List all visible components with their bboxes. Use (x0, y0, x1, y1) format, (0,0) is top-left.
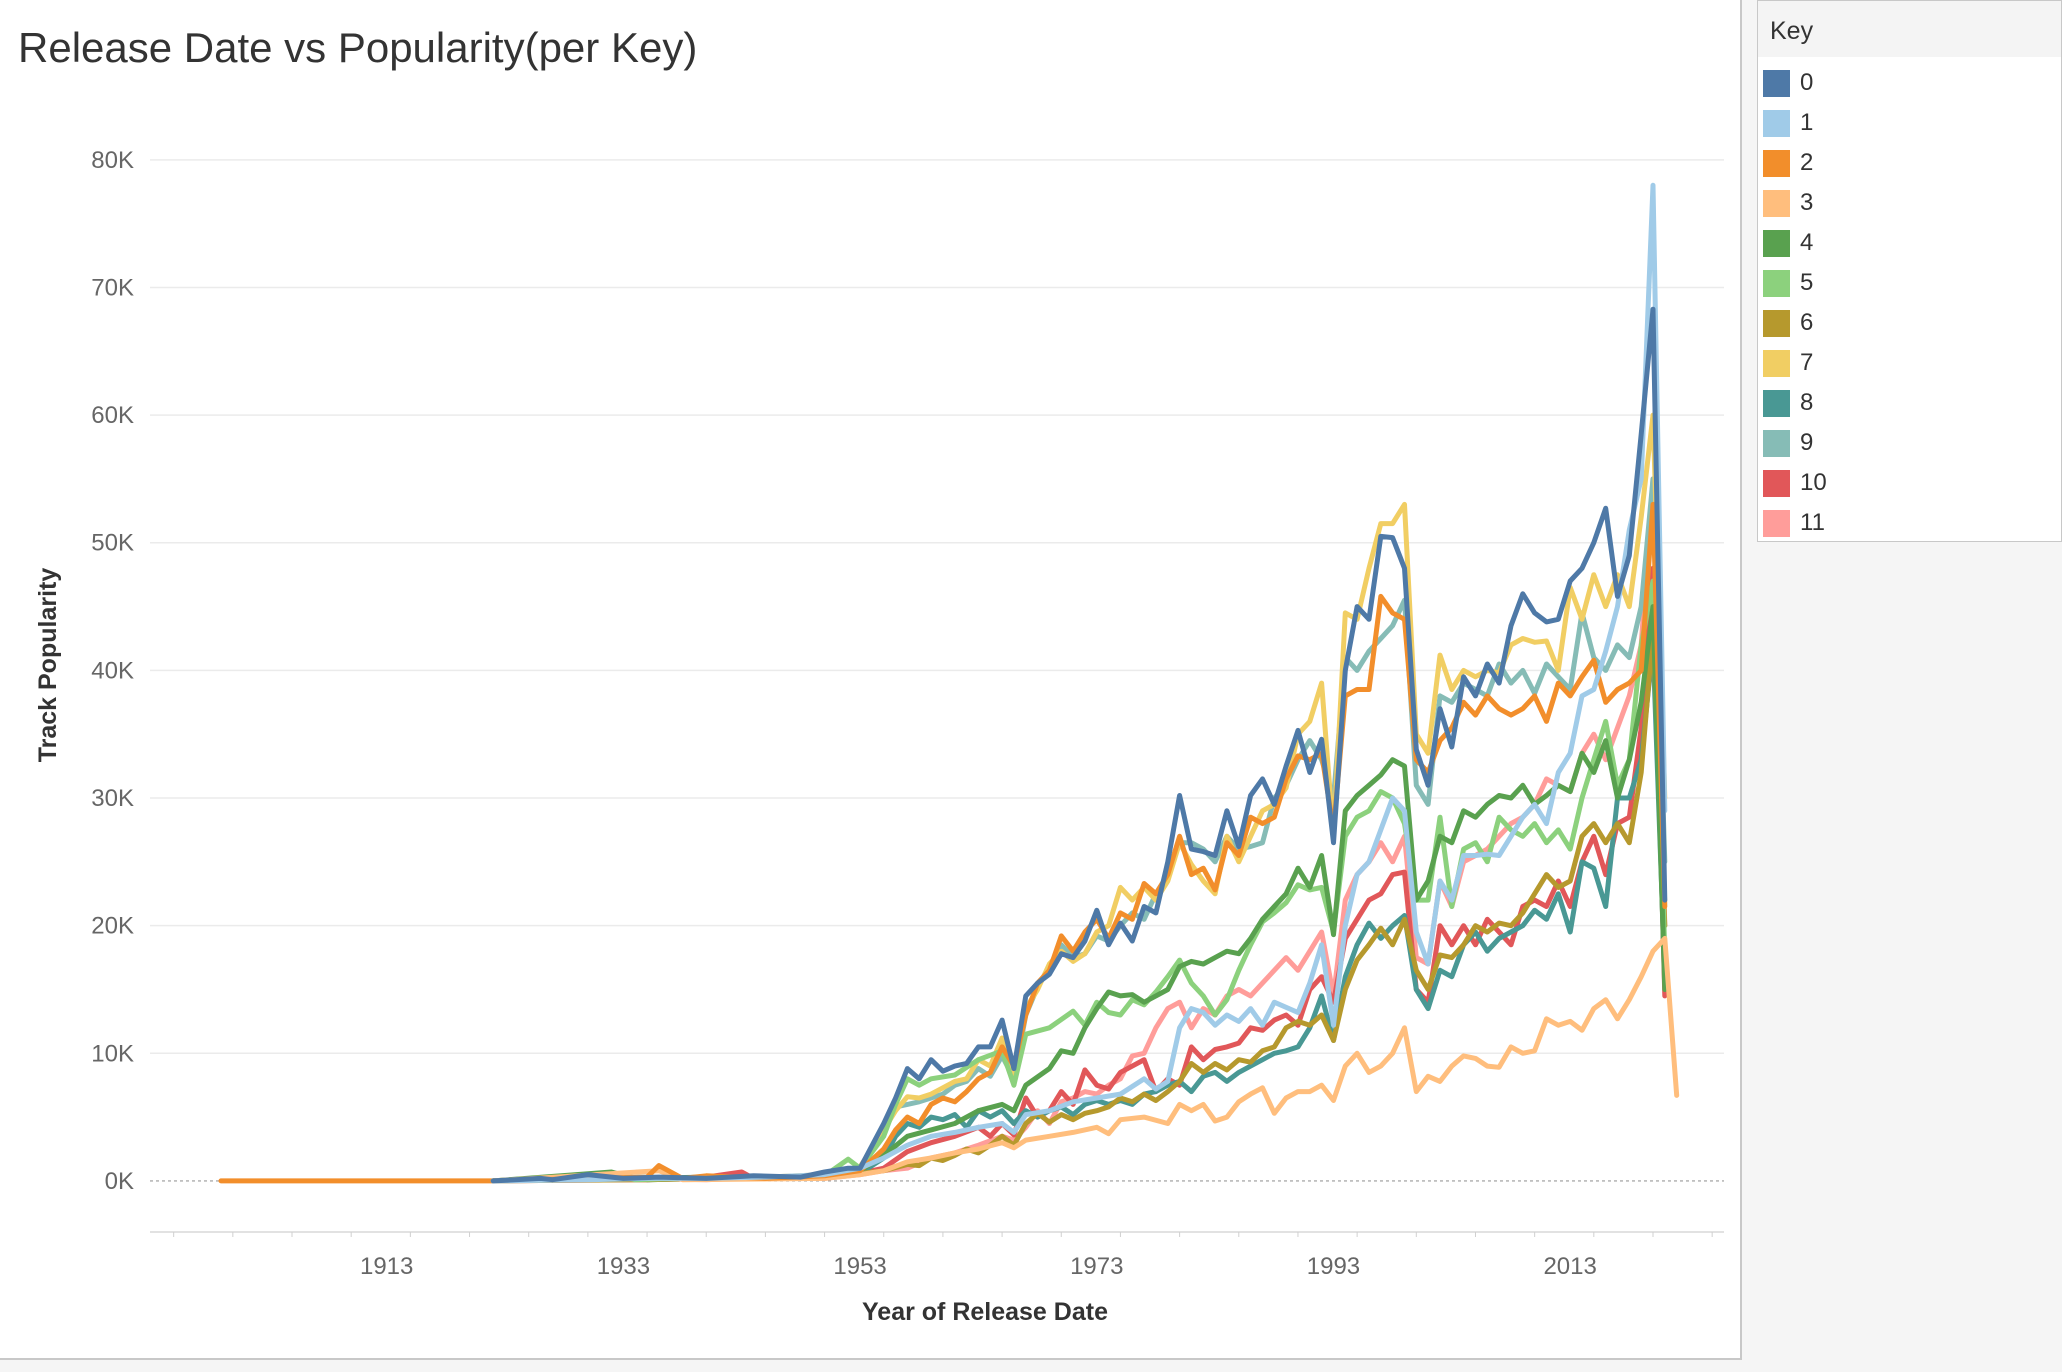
legend-swatch (1763, 509, 1790, 537)
legend-label: 0 (1800, 69, 1814, 96)
chart-pane: Release Date vs Popularity(per Key) 0K 10… (0, 0, 1742, 1360)
y-tick-label: 60K (91, 402, 134, 429)
legend-item-5[interactable]: 5 (1758, 263, 2061, 303)
series-line-key-10 (490, 565, 1668, 1184)
legend-item-10[interactable]: 10 (1758, 463, 2061, 503)
x-tick-label: 1913 (360, 1253, 413, 1280)
series-line-key-0 (490, 306, 1668, 1184)
legend-swatch (1763, 149, 1790, 177)
legend-label: 3 (1800, 189, 1814, 216)
legend-label: 2 (1800, 149, 1814, 176)
series-line-key-4 (490, 604, 1668, 1184)
legend-label: 8 (1800, 389, 1814, 416)
legend-swatch (1763, 309, 1790, 337)
legend-swatch (1763, 469, 1790, 497)
legend-swatch (1763, 229, 1790, 257)
x-tick-label: 1953 (833, 1253, 886, 1280)
legend-item-3[interactable]: 3 (1758, 183, 2061, 223)
legend-label: 7 (1800, 349, 1814, 376)
legend-swatch (1763, 109, 1790, 137)
legend-swatch (1763, 349, 1790, 377)
series-line-key-9 (490, 476, 1668, 1184)
legend-swatch (1763, 429, 1790, 457)
y-axis-title: Track Popularity (34, 568, 62, 763)
legend: Key 0 1 2 3 4 5 6 7 8 9 10 11 (1757, 0, 2062, 542)
legend-item-0[interactable]: 0 (1758, 63, 2061, 103)
legend-item-4[interactable]: 4 (1758, 223, 2061, 263)
legend-swatch (1763, 389, 1790, 417)
legend-swatch (1763, 189, 1790, 217)
x-axis-title: Year of Release Date (862, 1298, 1108, 1326)
legend-title: Key (1758, 1, 2061, 57)
series-line-key-11 (490, 476, 1668, 1184)
legend-item-7[interactable]: 7 (1758, 343, 2061, 383)
legend-item-8[interactable]: 8 (1758, 383, 2061, 423)
x-tick-label: 1993 (1307, 1253, 1360, 1280)
legend-item-11[interactable]: 11 (1758, 503, 2061, 543)
legend-swatch (1763, 269, 1790, 297)
y-tick-label: 30K (91, 785, 134, 812)
y-tick-label: 20K (91, 913, 134, 940)
legend-item-1[interactable]: 1 (1758, 103, 2061, 143)
legend-label: 4 (1800, 229, 1814, 256)
x-tick-label: 1973 (1070, 1253, 1123, 1280)
series-line-key-2 (218, 501, 1668, 1184)
y-tick-label: 0K (105, 1168, 134, 1195)
legend-label: 11 (1800, 509, 1825, 536)
series-line-key-3 (490, 935, 1680, 1184)
y-tick-label: 80K (91, 147, 134, 174)
legend-items: 0 1 2 3 4 5 6 7 8 9 10 11 (1758, 57, 2061, 543)
legend-swatch (1763, 69, 1790, 97)
legend-label: 1 (1800, 109, 1814, 136)
chart-title: Release Date vs Popularity(per Key) (18, 24, 698, 71)
legend-label: 9 (1800, 429, 1814, 456)
y-tick-label: 10K (91, 1040, 134, 1067)
series-line-key-7 (490, 412, 1668, 1184)
legend-item-9[interactable]: 9 (1758, 423, 2061, 463)
legend-item-6[interactable]: 6 (1758, 303, 2061, 343)
series-line-key-8 (490, 642, 1668, 1184)
legend-label: 10 (1800, 469, 1827, 496)
legend-label: 5 (1800, 269, 1814, 296)
x-tick-label: 1933 (597, 1253, 650, 1280)
legend-label: 6 (1800, 309, 1814, 336)
y-tick-label: 40K (91, 657, 134, 684)
line-chart: 0K 10K 20K 30K 40K 50K 60K 70K 80K 1913 1933 1953 19… (34, 147, 1724, 1326)
y-tick-label: 70K (91, 274, 134, 301)
series-line-key-1 (490, 182, 1668, 1184)
y-tick-label: 50K (91, 530, 134, 557)
legend-item-2[interactable]: 2 (1758, 143, 2061, 183)
x-tick-label: 2013 (1543, 1253, 1596, 1280)
